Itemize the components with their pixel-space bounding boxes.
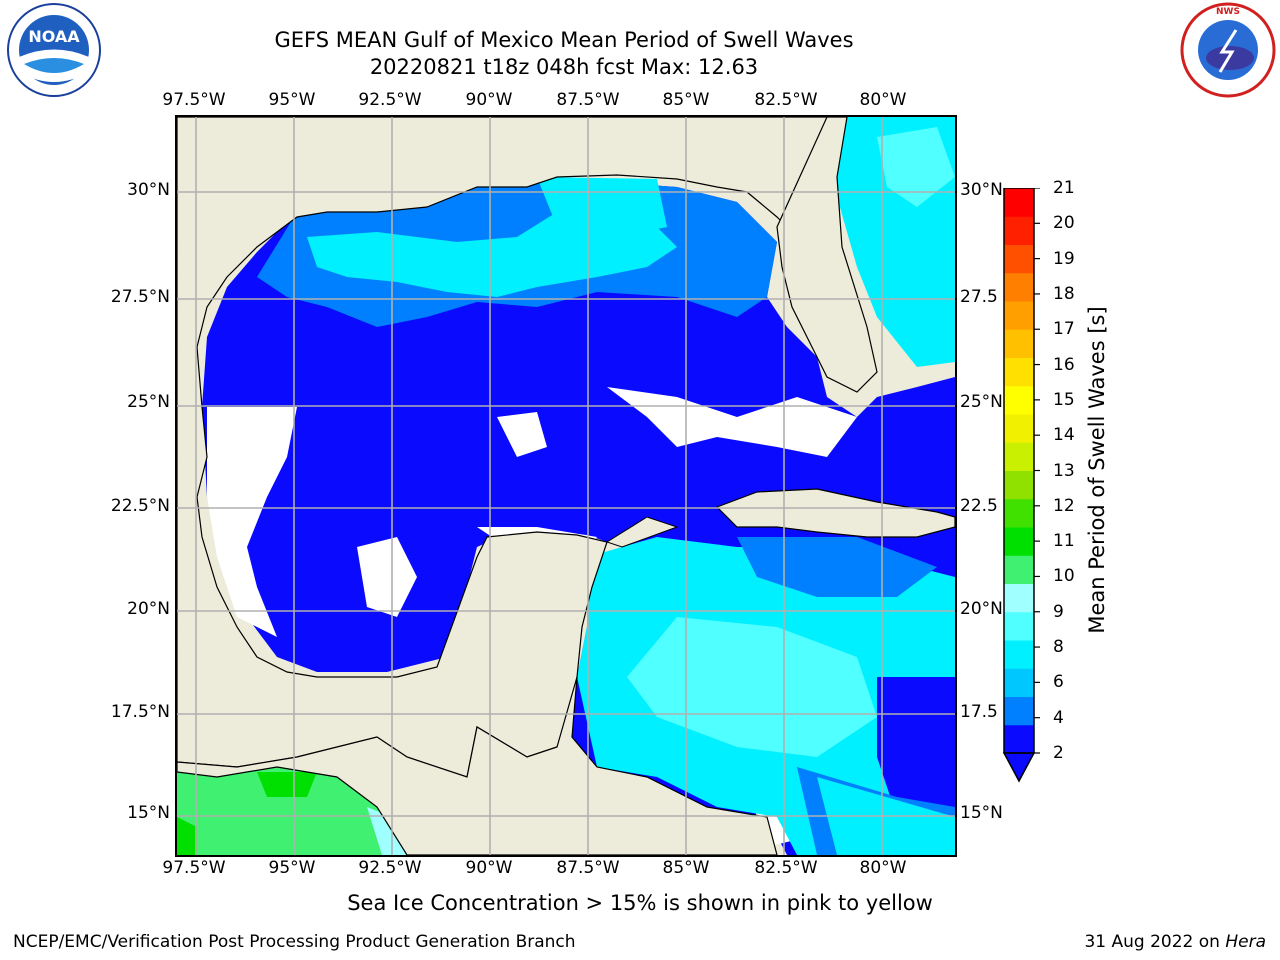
colorbar-tick-label: 9 xyxy=(1053,601,1064,622)
data-field xyxy=(177,117,955,855)
colorbar-tick-label: 18 xyxy=(1053,283,1075,304)
x-tick-top: 82.5°W xyxy=(754,90,818,110)
chart-title: GEFS MEAN Gulf of Mexico Mean Period of … xyxy=(274,28,854,52)
colorbar-segment xyxy=(1004,724,1034,754)
y-tick-left: 22.5°N xyxy=(110,496,170,516)
colorbar-tick-label: 20 xyxy=(1053,213,1075,234)
y-tick-right: 20°N xyxy=(960,599,1003,619)
x-tick-bottom: 82.5°W xyxy=(754,858,818,878)
colorbar-tick-label: 15 xyxy=(1053,389,1075,410)
x-tick-bottom: 80°W xyxy=(859,858,907,878)
colorbar-tick-label: 2 xyxy=(1053,743,1064,763)
graticule xyxy=(177,117,955,855)
colorbar-tick-label: 6 xyxy=(1053,672,1064,693)
colorbar-tick-label: 8 xyxy=(1053,637,1064,658)
colorbar-segment xyxy=(1004,272,1034,302)
land-masses xyxy=(177,117,955,855)
colorbar-title: Mean Period of Swell Waves [s] xyxy=(1085,306,1109,634)
x-tick-top: 95°W xyxy=(268,90,316,110)
y-tick-right: 15°N xyxy=(960,803,1003,823)
y-tick-right: 22.5 xyxy=(960,496,998,516)
colorbar-segment xyxy=(1004,640,1034,669)
x-tick-bottom: 87.5°W xyxy=(556,858,620,878)
svg-text:NWS: NWS xyxy=(1216,7,1240,17)
credit-text: NCEP/EMC/Verification Post Processing Pr… xyxy=(13,932,576,952)
colorbar-segment xyxy=(1004,216,1034,245)
colorbar-tick-label: 14 xyxy=(1053,425,1075,446)
sea-ice-note: Sea Ice Concentration > 15% is shown in … xyxy=(347,891,933,915)
y-tick-left: 20°N xyxy=(127,599,170,619)
colorbar-segment xyxy=(1004,385,1034,415)
colorbar-segment xyxy=(1004,357,1034,387)
colorbar-segment xyxy=(1004,470,1034,500)
colorbar-segment xyxy=(1004,329,1034,358)
x-tick-bottom: 90°W xyxy=(465,858,513,878)
nws-logo: NWS xyxy=(1180,2,1276,98)
y-tick-right: 17.5 xyxy=(960,702,998,722)
y-tick-right: 27.5 xyxy=(960,287,998,307)
y-tick-right: 25°N xyxy=(960,392,1003,412)
colorbar-segment xyxy=(1004,555,1034,584)
colorbar-tick-label: 12 xyxy=(1053,495,1075,516)
colorbar-tick-label: 21 xyxy=(1053,178,1075,198)
colorbar-under-arrow xyxy=(1002,752,1036,783)
swell-period-map xyxy=(177,117,955,855)
x-tick-top: 85°W xyxy=(662,90,710,110)
x-tick-top: 90°W xyxy=(465,90,513,110)
colorbar xyxy=(1002,188,1040,783)
colorbar-tick-label: 11 xyxy=(1053,531,1075,552)
colorbar-segment xyxy=(1004,668,1034,697)
colorbar-segment xyxy=(1004,583,1034,613)
colorbar-tick-label: 13 xyxy=(1053,460,1075,481)
colorbar-segment xyxy=(1004,301,1034,330)
colorbar-tick-label: 17 xyxy=(1053,319,1075,340)
x-tick-bottom: 92.5°W xyxy=(358,858,422,878)
x-tick-top: 80°W xyxy=(859,90,907,110)
date-host: Hera xyxy=(1225,932,1266,952)
x-tick-top: 97.5°W xyxy=(162,90,226,110)
svg-text:NOAA: NOAA xyxy=(28,27,80,46)
y-tick-right: 30°N xyxy=(960,180,1003,200)
colorbar-tick-label: 4 xyxy=(1053,707,1064,728)
y-tick-left: 27.5°N xyxy=(110,287,170,307)
x-tick-bottom: 95°W xyxy=(268,858,316,878)
y-tick-left: 17.5°N xyxy=(110,702,170,722)
y-tick-left: 15°N xyxy=(127,803,170,823)
colorbar-tick-label: 10 xyxy=(1053,566,1075,587)
y-tick-left: 30°N xyxy=(127,180,170,200)
colorbar-tick-label: 19 xyxy=(1053,248,1075,269)
chart-subtitle: 20220821 t18z 048h fcst Max: 12.63 xyxy=(369,55,759,79)
colorbar-segment xyxy=(1004,696,1034,726)
date-stamp: 31 Aug 2022 on Hera xyxy=(1084,932,1266,952)
y-tick-left: 25°N xyxy=(127,392,170,412)
date-text: 31 Aug 2022 on xyxy=(1084,932,1226,952)
x-tick-top: 92.5°W xyxy=(358,90,422,110)
colorbar-tick-label: 16 xyxy=(1053,354,1075,375)
colorbar-segment xyxy=(1004,611,1034,641)
colorbar-segment xyxy=(1004,244,1034,274)
noaa-logo: NOAA xyxy=(7,3,101,97)
colorbar-segment xyxy=(1004,498,1034,528)
colorbar-segment xyxy=(1004,442,1034,471)
colorbar-segment xyxy=(1004,188,1034,217)
x-tick-bottom: 85°W xyxy=(662,858,710,878)
colorbar-segment xyxy=(1004,527,1034,556)
x-tick-top: 87.5°W xyxy=(556,90,620,110)
x-tick-bottom: 97.5°W xyxy=(162,858,226,878)
map-panel xyxy=(175,115,957,857)
colorbar-segment xyxy=(1004,414,1034,443)
